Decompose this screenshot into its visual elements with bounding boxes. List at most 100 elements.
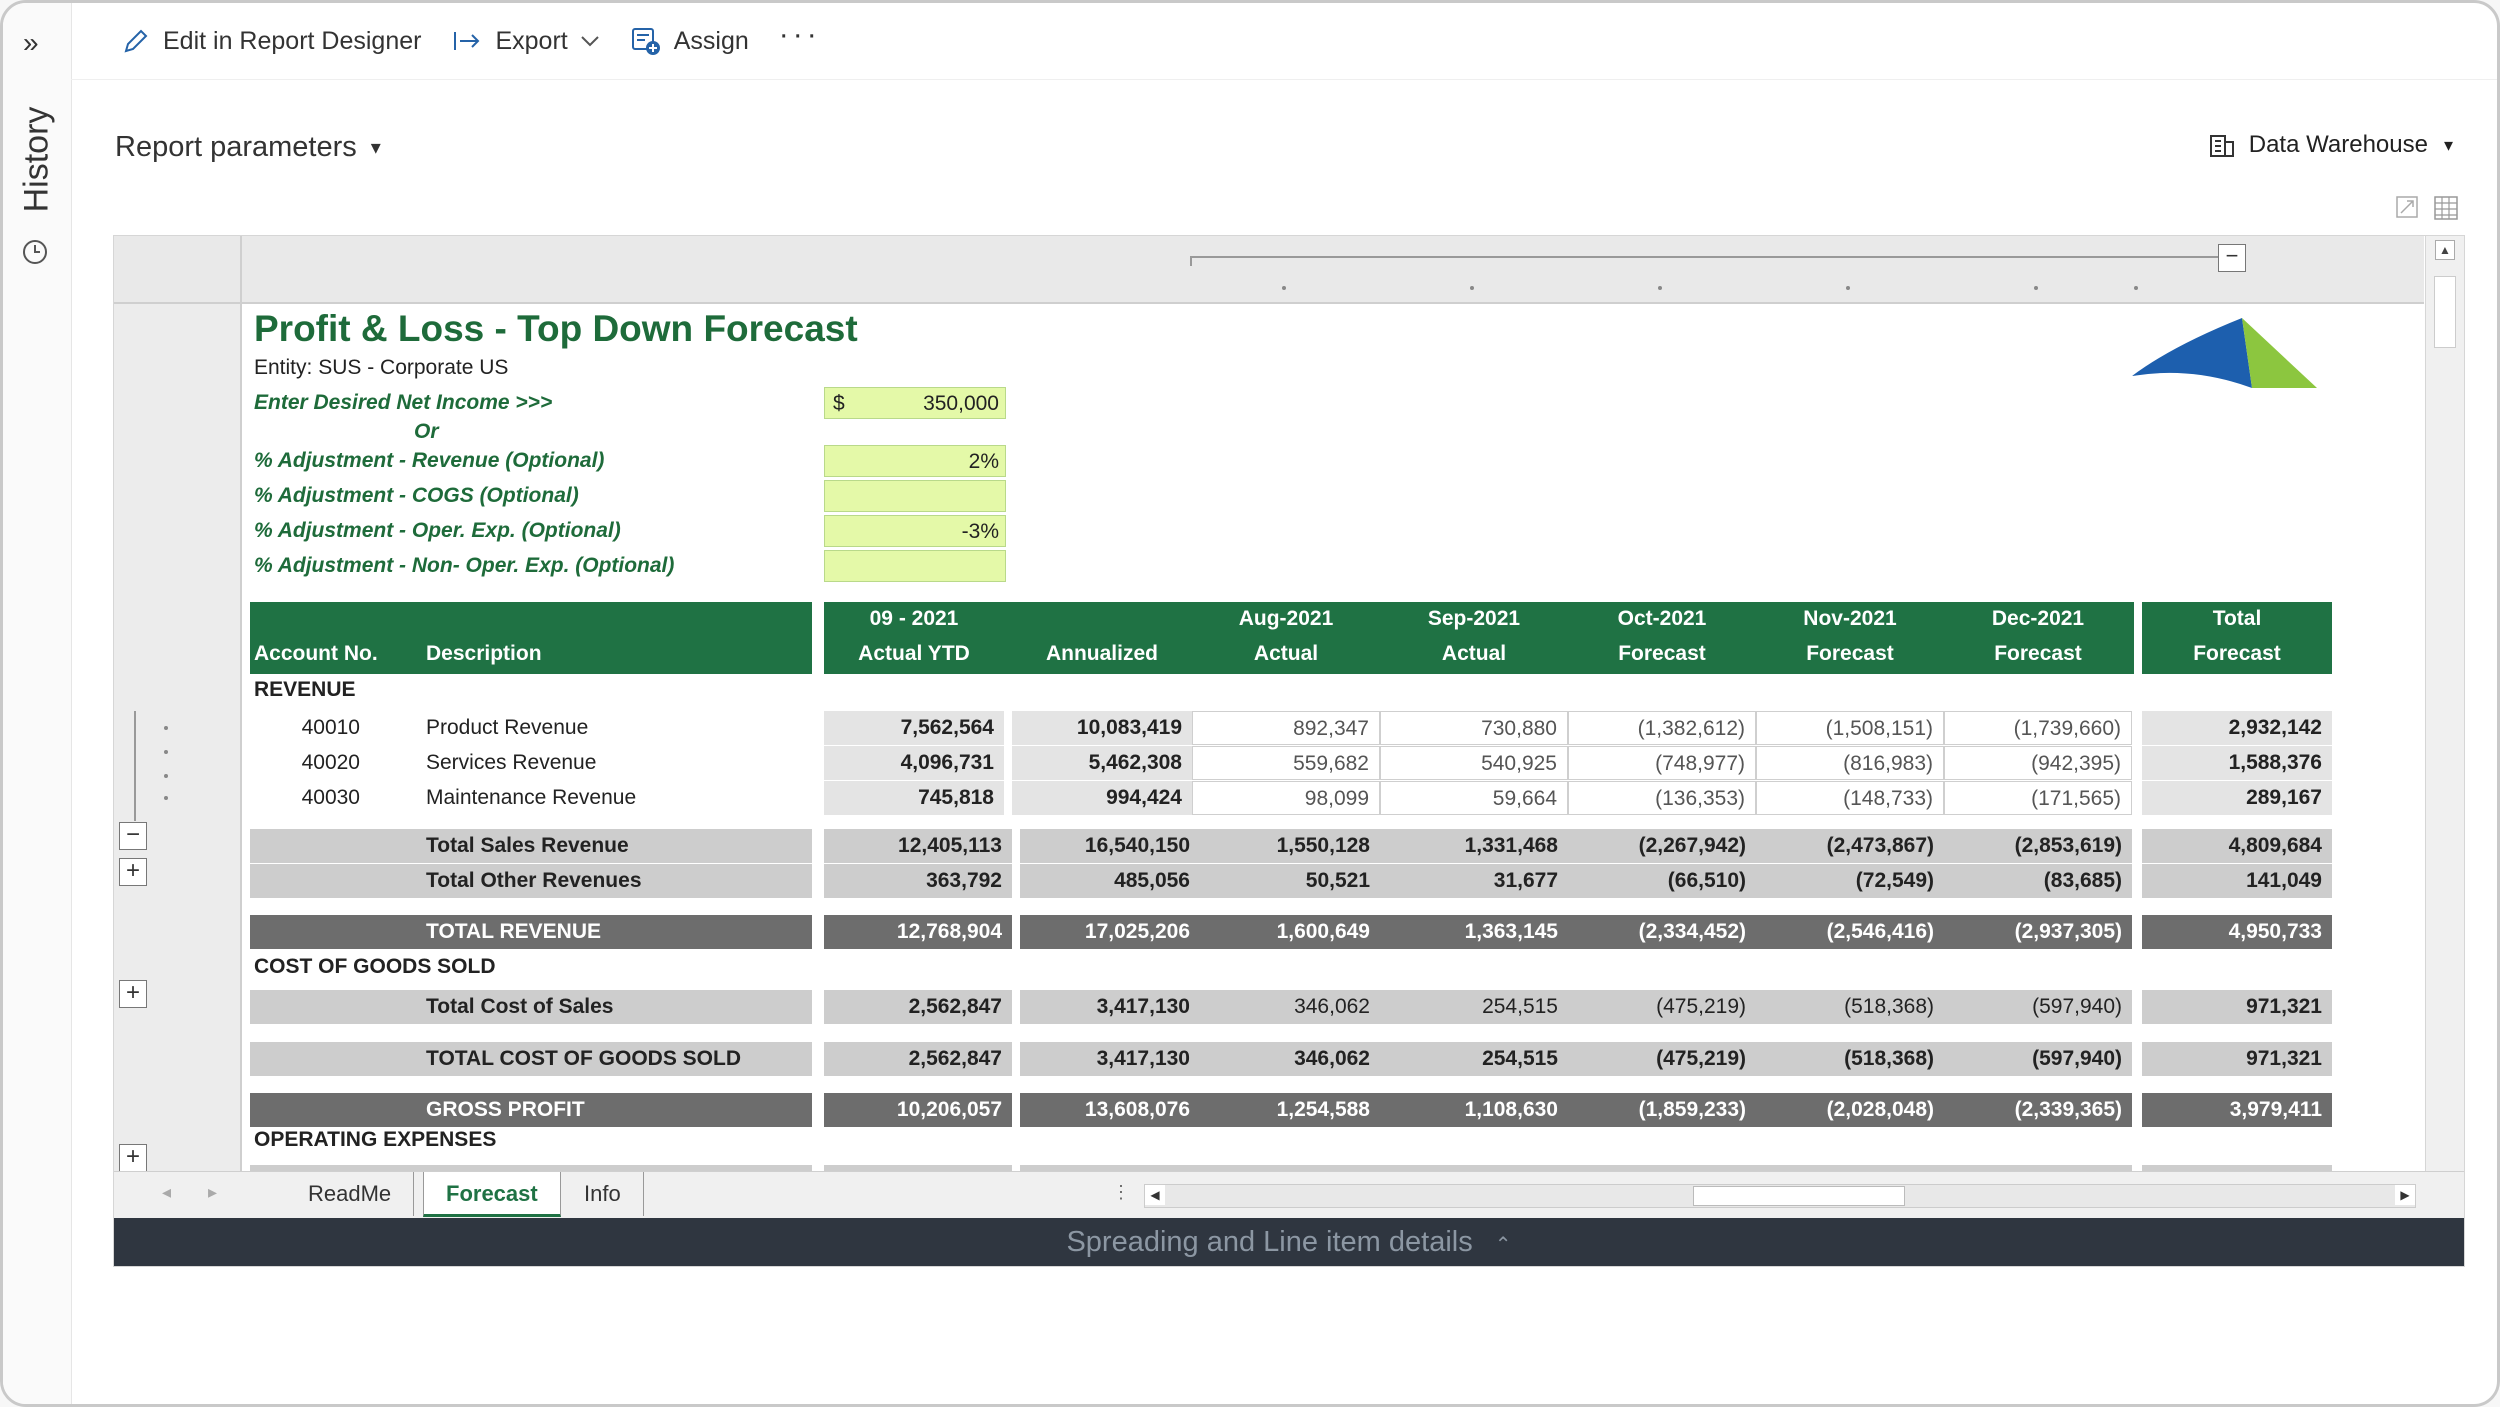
adj-revenue-input[interactable]: 2%	[824, 445, 1006, 477]
total-forecast-cell[interactable]: 971,321	[2142, 990, 2332, 1024]
expand-icon[interactable]	[2395, 195, 2419, 219]
double-chevron-right-icon[interactable]: »	[23, 27, 39, 58]
data-source-dropdown[interactable]: Data Warehouse ▾	[2209, 131, 2453, 159]
month-value-cell[interactable]: (1,508,151)	[1756, 711, 1944, 745]
total-forecast-cell[interactable]: 3,979,411	[2142, 1093, 2332, 1127]
month-value-cell[interactable]: (942,395)	[1944, 746, 2132, 780]
scroll-up-arrow[interactable]: ▲	[2435, 240, 2455, 260]
month-value-cell[interactable]: (1,739,660)	[1944, 711, 2132, 745]
description-cell[interactable]: Services Revenue	[426, 751, 597, 774]
account-no-cell[interactable]: 40010	[301, 716, 360, 739]
annualized-cell[interactable]: 13,608,076	[1020, 1093, 1200, 1127]
scroll-left-arrow[interactable]: ◀	[1145, 1185, 1165, 1205]
actual-ytd-cell[interactable]: 4,096,731	[824, 746, 1004, 780]
month-value-cell[interactable]: (2,473,867)	[1756, 829, 1944, 863]
report-parameters-dropdown[interactable]: Report parameters ▾	[115, 131, 381, 164]
spreadsheet[interactable]: − − + + + + + Profit & Loss - Top Down F…	[113, 235, 2465, 1267]
month-value-cell[interactable]: 59,664	[1380, 781, 1568, 815]
month-value-cell[interactable]: (518,368)	[1756, 990, 1944, 1024]
collapse-columns-button[interactable]: −	[2218, 244, 2246, 272]
month-value-cell[interactable]: (2,937,305)	[1944, 915, 2132, 949]
vertical-scrollbar[interactable]: ▲ ▼	[2425, 236, 2464, 1266]
month-value-cell[interactable]: (148,733)	[1756, 781, 1944, 815]
month-value-cell[interactable]: 1,600,649	[1192, 915, 1380, 949]
month-value-cell[interactable]: (171,565)	[1944, 781, 2132, 815]
month-value-cell[interactable]: (2,546,416)	[1756, 915, 1944, 949]
annualized-cell[interactable]: 5,462,308	[1012, 746, 1192, 780]
export-button[interactable]: Export	[451, 26, 599, 56]
month-value-cell[interactable]: 346,062	[1192, 990, 1380, 1024]
actual-ytd-cell[interactable]: 10,206,057	[824, 1093, 1012, 1127]
description-cell[interactable]: Total Other Revenues	[250, 864, 812, 898]
total-forecast-cell[interactable]: 289,167	[2142, 781, 2332, 815]
annualized-cell[interactable]: 485,056	[1020, 864, 1200, 898]
month-value-cell[interactable]: 540,925	[1380, 746, 1568, 780]
annualized-cell[interactable]: 17,025,206	[1020, 915, 1200, 949]
next-sheet-icon[interactable]: ▸	[208, 1182, 218, 1202]
actual-ytd-cell[interactable]: 363,792	[824, 864, 1012, 898]
clock-icon[interactable]	[20, 237, 50, 267]
month-value-cell[interactable]: (816,983)	[1756, 746, 1944, 780]
horizontal-scrollbar[interactable]: ◀ ▶	[1144, 1184, 2416, 1208]
tab-readme[interactable]: ReadMe	[286, 1172, 415, 1216]
month-value-cell[interactable]: 1,331,468	[1380, 829, 1568, 863]
month-value-cell[interactable]: (475,219)	[1568, 990, 1756, 1024]
net-income-input[interactable]: $ 350,000	[824, 387, 1006, 419]
total-forecast-cell[interactable]: 4,809,684	[2142, 829, 2332, 863]
actual-ytd-cell[interactable]: 745,818	[824, 781, 1004, 815]
month-value-cell[interactable]: 98,099	[1192, 781, 1380, 815]
description-cell[interactable]: Total Cost of Sales	[250, 990, 812, 1024]
description-cell[interactable]: Product Revenue	[426, 716, 589, 739]
annualized-cell[interactable]: 3,417,130	[1020, 1042, 1200, 1076]
tab-forecast[interactable]: Forecast	[423, 1172, 561, 1217]
month-value-cell[interactable]: (83,685)	[1944, 864, 2132, 898]
month-value-cell[interactable]: (597,940)	[1944, 990, 2132, 1024]
account-no-cell[interactable]: 40030	[301, 786, 360, 809]
scroll-right-arrow[interactable]: ▶	[2395, 1185, 2415, 1205]
month-value-cell[interactable]: 559,682	[1192, 746, 1380, 780]
grid-icon[interactable]	[2433, 195, 2459, 221]
month-value-cell[interactable]: (597,940)	[1944, 1042, 2132, 1076]
expand-rows-button[interactable]: +	[119, 980, 147, 1008]
actual-ytd-cell[interactable]: 2,562,847	[824, 1042, 1012, 1076]
month-value-cell[interactable]: (1,859,233)	[1568, 1093, 1756, 1127]
total-forecast-cell[interactable]: 141,049	[2142, 864, 2332, 898]
month-value-cell[interactable]: (136,353)	[1568, 781, 1756, 815]
month-value-cell[interactable]: (475,219)	[1568, 1042, 1756, 1076]
month-value-cell[interactable]: (1,382,612)	[1568, 711, 1756, 745]
scroll-thumb[interactable]	[1693, 1186, 1905, 1206]
month-value-cell[interactable]: 730,880	[1380, 711, 1568, 745]
description-cell[interactable]: Total Sales Revenue	[250, 829, 812, 863]
adj-opex-input[interactable]: -3%	[824, 515, 1006, 547]
actual-ytd-cell[interactable]: 7,562,564	[824, 711, 1004, 745]
month-value-cell[interactable]: (2,028,048)	[1756, 1093, 1944, 1127]
prev-sheet-icon[interactable]: ◂	[162, 1182, 172, 1202]
month-value-cell[interactable]: (2,267,942)	[1568, 829, 1756, 863]
month-value-cell[interactable]: (518,368)	[1756, 1042, 1944, 1076]
month-value-cell[interactable]: 346,062	[1192, 1042, 1380, 1076]
total-forecast-cell[interactable]: 971,321	[2142, 1042, 2332, 1076]
month-value-cell[interactable]: 254,515	[1380, 990, 1568, 1024]
description-cell[interactable]: Maintenance Revenue	[426, 786, 637, 809]
expand-rows-button[interactable]: +	[119, 858, 147, 886]
splitter-handle[interactable]: ⋮	[1112, 1182, 1130, 1202]
month-value-cell[interactable]: 892,347	[1192, 711, 1380, 745]
month-value-cell[interactable]: (66,510)	[1568, 864, 1756, 898]
month-value-cell[interactable]: 1,254,588	[1192, 1093, 1380, 1127]
tab-info[interactable]: Info	[562, 1172, 644, 1216]
month-value-cell[interactable]: (2,334,452)	[1568, 915, 1756, 949]
month-value-cell[interactable]: (2,853,619)	[1944, 829, 2132, 863]
month-value-cell[interactable]: 254,515	[1380, 1042, 1568, 1076]
month-value-cell[interactable]: (748,977)	[1568, 746, 1756, 780]
description-cell[interactable]: TOTAL REVENUE	[250, 915, 812, 949]
expand-rows-button[interactable]: +	[119, 1144, 147, 1172]
scroll-thumb[interactable]	[2434, 276, 2456, 348]
annualized-cell[interactable]: 3,417,130	[1020, 990, 1200, 1024]
edit-in-report-designer-button[interactable]: Edit in Report Designer	[121, 26, 421, 56]
description-cell[interactable]: TOTAL COST OF GOODS SOLD	[250, 1042, 812, 1076]
assign-button[interactable]: Assign	[630, 25, 749, 57]
total-forecast-cell[interactable]: 1,588,376	[2142, 746, 2332, 780]
annualized-cell[interactable]: 994,424	[1012, 781, 1192, 815]
total-forecast-cell[interactable]: 4,950,733	[2142, 915, 2332, 949]
adj-nonopex-input[interactable]	[824, 550, 1006, 582]
